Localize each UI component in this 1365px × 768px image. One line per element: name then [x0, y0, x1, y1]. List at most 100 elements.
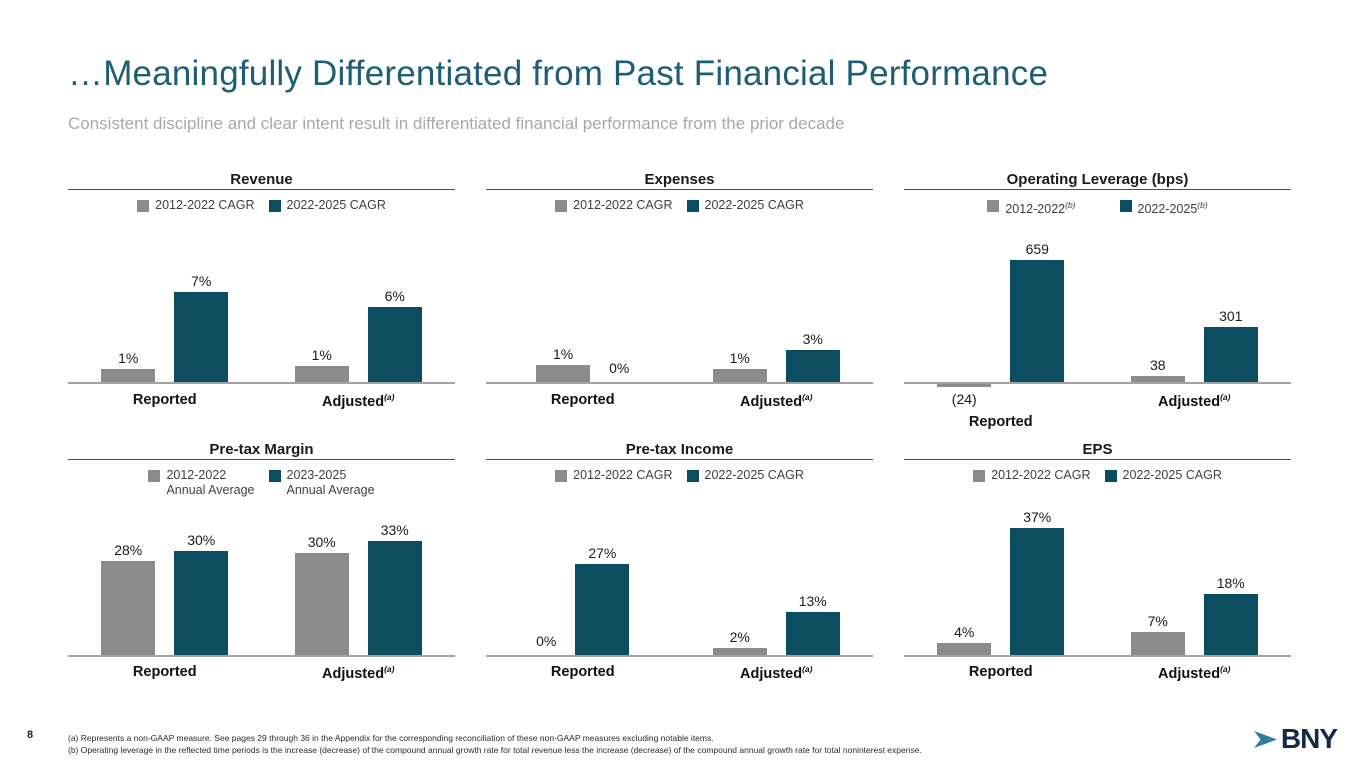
chart-legend: 2012-2022 Annual Average 2023-2025 Annual A…: [68, 468, 455, 498]
bar-wrap: 3%: [785, 216, 840, 382]
bar-groups: (24) 659 38 301: [904, 216, 1292, 407]
bar: [785, 612, 840, 655]
chart-pre-tax-margin: Pre-tax Margin 2012-2022 Annual Average 202…: [68, 438, 455, 682]
legend-label-line1: 2022-2025(b): [1138, 198, 1208, 217]
chart-legend: 2012-2022(b) 2022-2025(b): [904, 198, 1291, 217]
category-label-reported: Reported: [68, 384, 262, 410]
value-label: 0%: [609, 360, 630, 376]
legend-label: 2022-2025 CAGR: [705, 198, 804, 213]
x-axis-line: [68, 382, 455, 384]
bar-wrap: 301: [1203, 216, 1258, 382]
bar: [294, 366, 349, 382]
value-label: 0%: [536, 633, 557, 649]
page-number: 8: [27, 729, 34, 741]
category-label-text: Adjusted: [740, 665, 803, 682]
value-label: 6%: [384, 288, 405, 304]
bar: [1010, 260, 1065, 382]
chart-plot-area: (24) 659 38 301: [904, 216, 1292, 407]
legend-item: 2023-2025 Annual Average: [268, 468, 375, 498]
category-label-adjusted: Adjusted(a): [680, 656, 874, 682]
legend-swatch-icon: [555, 470, 568, 482]
legend-item: 2012-2022 CAGR: [555, 198, 673, 213]
value-label: 30%: [307, 534, 336, 550]
x-axis-line: [486, 382, 873, 384]
legend-label-line2: Annual Average: [286, 483, 375, 497]
bar: [712, 648, 767, 655]
bar-group-reported: 28% 30%: [68, 500, 262, 655]
legend-swatch-icon: [1119, 200, 1132, 212]
legend-item: 2012-2022 CAGR: [973, 468, 1091, 483]
category-label-adjusted: Adjusted(a): [262, 384, 456, 410]
legend-label: 2022-2025(b): [1138, 198, 1208, 217]
bar-group-adjusted: 1% 3%: [680, 216, 874, 382]
category-label-text: Adjusted: [322, 665, 385, 682]
chart-title-underline: [904, 459, 1291, 460]
category-labels: Reported Adjusted(a): [904, 656, 1291, 682]
category-footnote-ref: (a): [802, 392, 813, 402]
chart-legend: 2012-2022 CAGR 2022-2025 CAGR: [486, 468, 873, 483]
legend-label: 2022-2025 CAGR: [287, 198, 386, 213]
chart-title: EPS: [1082, 441, 1113, 458]
chart-title: Pre-tax Margin: [209, 441, 314, 458]
bar-group-reported: 4% 37%: [904, 500, 1098, 655]
legend-item: 2022-2025 CAGR: [1104, 468, 1222, 483]
bar: [1203, 594, 1258, 655]
legend-swatch-icon: [686, 470, 699, 482]
category-label-reported: Reported: [486, 384, 680, 410]
legend-label: 2022-2025 CAGR: [1123, 468, 1222, 483]
bar-wrap: 30%: [294, 500, 349, 655]
value-label: 37%: [1023, 509, 1052, 525]
bar: [575, 564, 630, 655]
bar-wrap: 1%: [294, 216, 349, 382]
value-label: 1%: [311, 347, 332, 363]
bar-groups: 0% 27% 2% 13%: [486, 500, 873, 655]
legend-label: 2012-2022 CAGR: [991, 468, 1090, 483]
legend-label-line1: 2012-2022: [166, 468, 254, 483]
legend-swatch-icon: [987, 200, 1000, 212]
bar-group-reported: (24) 659: [904, 216, 1098, 407]
legend-label-text: 2023-2025: [286, 468, 347, 482]
bar: [367, 541, 422, 655]
chart-plot-area: 28% 30% 30% 33%: [68, 500, 456, 657]
legend-swatch-icon: [268, 470, 281, 482]
category-footnote-ref: (a): [384, 392, 395, 402]
bar-wrap: 0%: [536, 500, 556, 655]
legend-label-text: 2012-2022 CAGR: [155, 198, 255, 212]
category-label-text: Adjusted: [322, 393, 385, 410]
category-footnote-ref: (a): [802, 664, 813, 674]
category-label-text: Adjusted: [740, 393, 803, 410]
bar-wrap: 38: [1130, 216, 1185, 382]
legend-label: 2012-2022(b): [1005, 198, 1075, 217]
bar-wrap: 30%: [174, 500, 229, 655]
category-label-text: Adjusted: [1158, 665, 1221, 682]
category-label-reported: Reported: [68, 656, 262, 682]
bar-group-reported: 0% 27%: [486, 500, 680, 655]
bny-logo: BNY: [1253, 725, 1338, 753]
bar-group-adjusted: 30% 33%: [262, 500, 456, 655]
bar-wrap: 659: [1010, 216, 1065, 382]
value-label: 18%: [1216, 575, 1245, 591]
bar-groups: 1% 7% 1% 6%: [68, 216, 455, 382]
legend-label-text: 2012-2022 CAGR: [573, 198, 673, 212]
chart-plot-area: 4% 37% 7% 18%: [904, 500, 1292, 657]
x-axis-line: [486, 655, 873, 657]
bar-group-adjusted: 38 301: [1098, 216, 1292, 382]
category-label-adjusted: Adjusted(a): [1098, 384, 1292, 410]
value-label: 2%: [729, 629, 750, 645]
legend-item: 2022-2025 CAGR: [268, 198, 386, 213]
legend-label-line1: 2012-2022 CAGR: [573, 198, 672, 213]
legend-label: 2023-2025 Annual Average: [287, 468, 375, 498]
legend-swatch-icon: [555, 200, 568, 212]
legend-item: 2012-2022 CAGR: [555, 468, 673, 483]
bar: [1130, 376, 1185, 382]
legend-footnote-ref: (b): [1197, 200, 1208, 210]
charts-row-1: Revenue 2012-2022 CAGR 2022-2025 CAGR 1% 7% 1…: [68, 168, 1292, 430]
legend-label-line1: 2022-2025 CAGR: [1123, 468, 1222, 483]
legend-label: 2012-2022 CAGR: [573, 468, 672, 483]
bar-group-adjusted: 7% 18%: [1098, 500, 1292, 655]
legend-swatch-icon: [268, 200, 281, 212]
legend-label-text: 2012-2022: [166, 468, 227, 482]
chart-plot-area: 1% 7% 1% 6%: [68, 216, 455, 384]
chart-title-underline: [68, 189, 455, 190]
legend-label-text: 2012-2022 CAGR: [573, 468, 673, 482]
